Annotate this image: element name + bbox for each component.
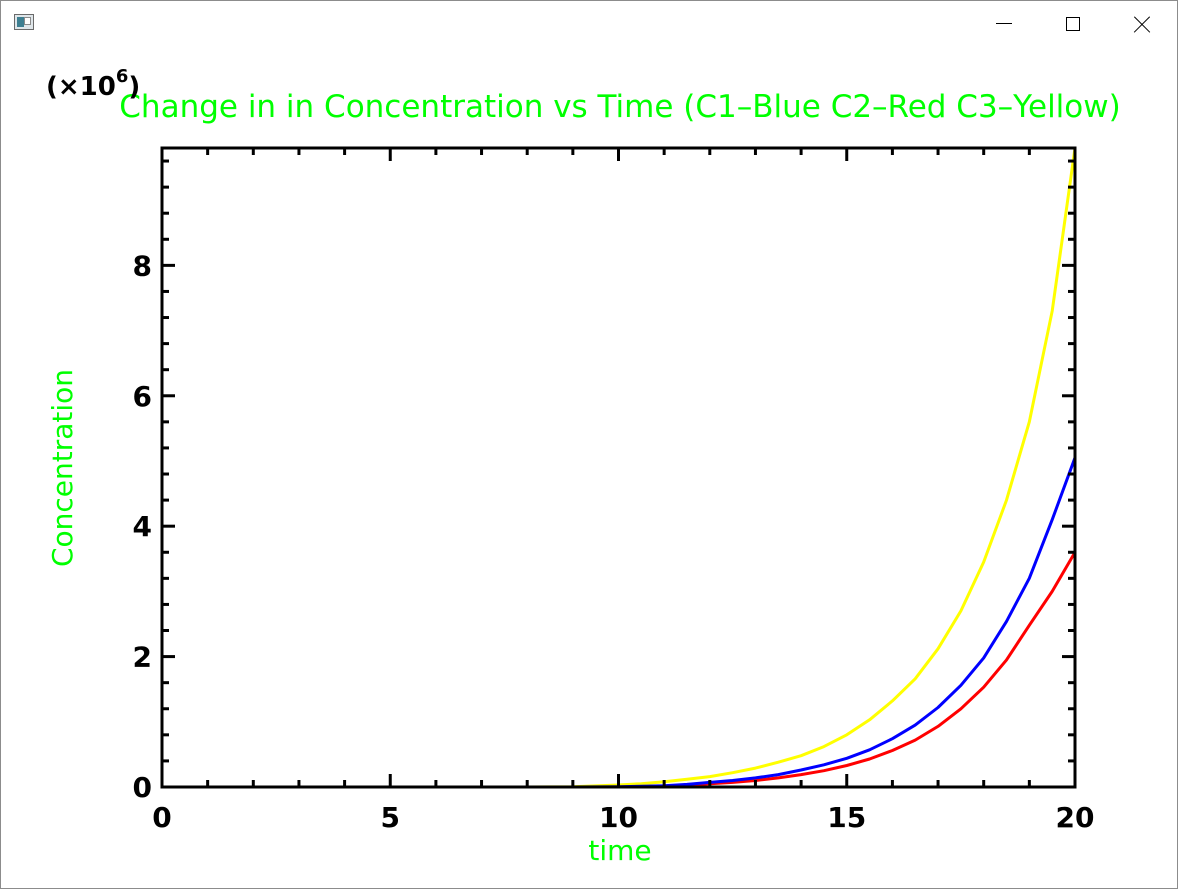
label-layer: 0 5 10 15 20 0 2 4 6 8 (133, 249, 1095, 834)
plot-frame (160, 146, 1077, 789)
maximize-icon[interactable] (1049, 1, 1095, 47)
series-line-3 (162, 457, 1077, 789)
y-tick-label: 8 (133, 249, 152, 282)
title-bar[interactable] (1, 1, 1177, 47)
y-multiplier: (×106) (46, 66, 140, 102)
app-window-icon[interactable] (14, 14, 34, 30)
x-tick-label: 5 (381, 801, 400, 834)
y-tick-label: 4 (133, 510, 152, 543)
series-line-2 (162, 551, 1077, 789)
y-tick-label: 6 (133, 380, 152, 413)
x-tick-label: 10 (599, 801, 638, 834)
tick-layer (160, 148, 1077, 789)
x-tick-label: 15 (827, 801, 866, 834)
x-tick-label: 0 (152, 801, 171, 834)
y-tick-label: 2 (133, 641, 152, 674)
minimize-icon[interactable] (980, 1, 1026, 47)
x-tick-label: 20 (1056, 801, 1095, 834)
series-layer (162, 147, 1077, 789)
y-axis-label: Concentration (46, 369, 79, 567)
x-axis-label: time (588, 834, 651, 867)
series-line-1 (162, 147, 1077, 789)
chart-title: Change in in Concentration vs Time (C1–B… (119, 89, 1120, 125)
y-tick-label: 0 (133, 771, 152, 804)
